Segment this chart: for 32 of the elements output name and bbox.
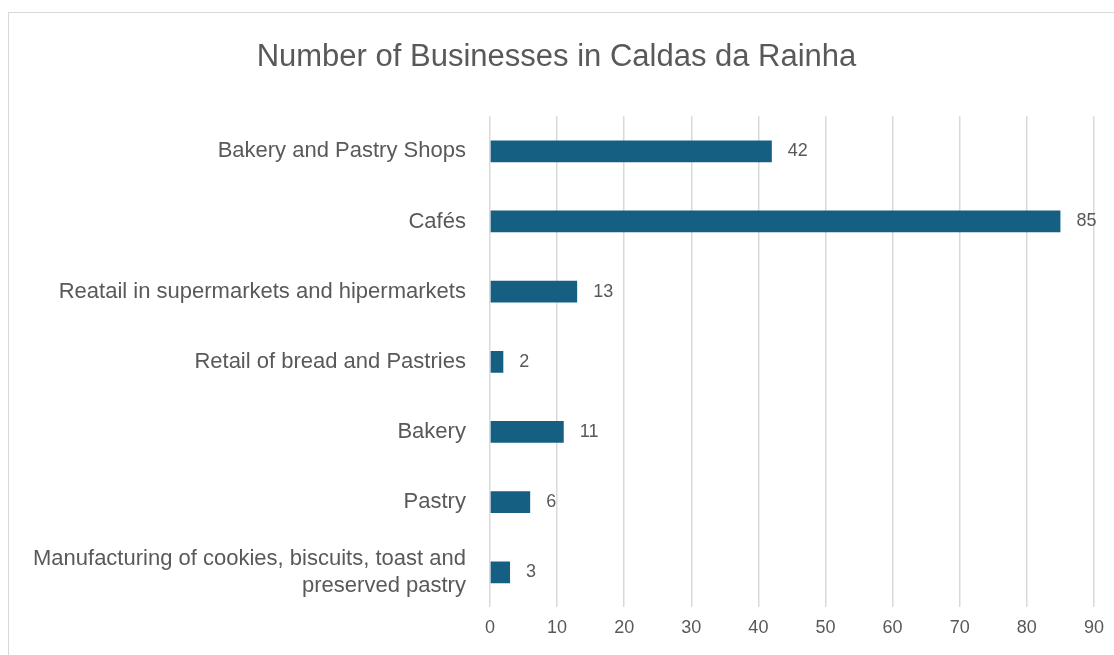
y-tick-label: Bakery — [397, 418, 466, 444]
x-tick-label: 30 — [681, 617, 702, 638]
y-tick-label: Bakery and Pastry Shops — [217, 137, 466, 163]
data-label: 6 — [546, 491, 557, 512]
bar — [490, 140, 772, 163]
x-tick-label: 80 — [1016, 617, 1037, 638]
x-tick-label: 40 — [748, 617, 769, 638]
data-label: 3 — [526, 561, 537, 582]
bar — [490, 421, 564, 443]
x-tick-label: 20 — [614, 617, 635, 638]
bar — [490, 280, 578, 303]
x-tick-label: 10 — [547, 617, 568, 638]
chart-title: Number of Businesses in Caldas da Rainha — [256, 38, 858, 74]
bar — [490, 561, 511, 584]
y-tick-label: Manufacturing of cookies, biscuits, toast and preserved pastry — [32, 545, 466, 597]
x-tick-label: 50 — [815, 617, 836, 638]
bar — [490, 210, 1061, 233]
data-label: 42 — [787, 140, 808, 161]
data-label: 85 — [1076, 210, 1097, 231]
data-label: 2 — [519, 350, 530, 371]
y-tick-label: Retail of bread and Pastries — [194, 347, 466, 373]
data-label: 13 — [593, 280, 614, 301]
x-tick-label: 60 — [882, 617, 903, 638]
x-tick-label: 90 — [1083, 617, 1104, 638]
x-tick-label: 70 — [949, 617, 970, 638]
bar — [490, 350, 504, 373]
y-tick-label: Reatail in supermarkets and hipermarkets — [58, 277, 466, 303]
y-tick-label: Cafés — [408, 207, 466, 233]
x-tick-label: 0 — [484, 617, 495, 638]
data-label: 11 — [579, 420, 599, 441]
y-tick-label: Pastry — [403, 488, 466, 514]
bar — [490, 491, 531, 514]
